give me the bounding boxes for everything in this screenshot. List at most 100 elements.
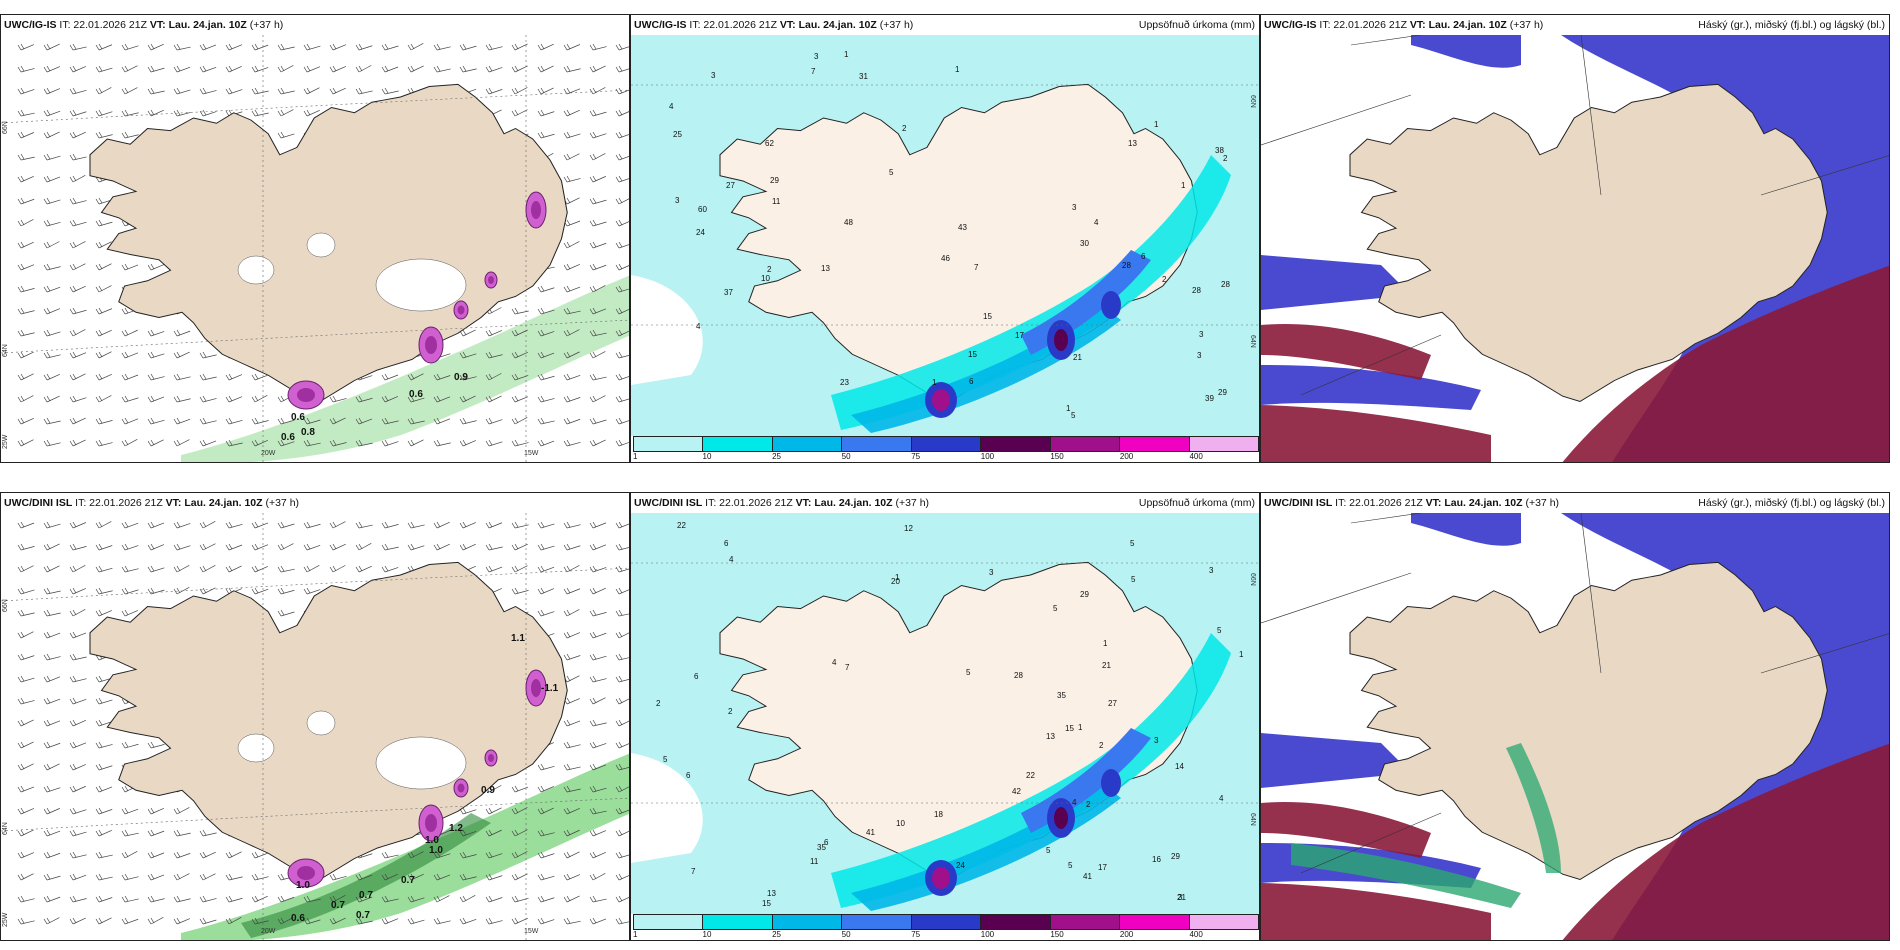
precip-value: 17 <box>1015 331 1024 340</box>
precip-value: 10 <box>896 819 905 828</box>
precip-value: 6 <box>824 838 829 847</box>
precip-value: 12 <box>904 524 913 533</box>
panel-title: Háský (gr.), miðský (fj.bl.) og lágský (… <box>1698 497 1885 509</box>
lat-label: 64N <box>1249 335 1256 348</box>
lon-label: 20W <box>261 928 276 935</box>
precip-value: 35 <box>817 843 826 852</box>
precip-value: 4 <box>832 658 837 667</box>
lat-label: 66N <box>1249 95 1256 108</box>
precip-value: 7 <box>691 867 696 876</box>
high-cloud-green-band <box>1291 843 1521 908</box>
iceland-coastline <box>1349 561 1828 881</box>
panel-clouds-igis: UWC/IG-IS IT: 22.01.2026 21Z VT: Lau. 24… <box>1260 14 1890 463</box>
model-name: UWC/DINI ISL <box>4 497 73 509</box>
precip-value: 28 <box>1122 261 1131 270</box>
precip-value: 60 <box>698 205 707 214</box>
gust-value: 1.0 <box>296 880 310 891</box>
precip-value: 1 <box>844 50 849 59</box>
colorbar-boxes <box>633 914 1259 930</box>
precip-value: 28 <box>1014 671 1023 680</box>
gust-value: 0.6 <box>281 432 295 443</box>
high-cloud-green-streak <box>1506 743 1561 873</box>
precip-value: 15 <box>762 899 771 908</box>
lat-label: 66N <box>2 121 9 134</box>
precip-value: 5 <box>1130 539 1135 548</box>
colorbar-tick: 200 <box>1119 452 1134 461</box>
colorbar-tick: 150 <box>1050 930 1064 939</box>
precip-value: 4 <box>1094 218 1099 227</box>
precip-value: 3 <box>1178 893 1183 902</box>
gust-value: 0.6 <box>291 913 305 924</box>
lon-label: 15W <box>524 450 539 457</box>
colorbar-tick: 10 <box>702 930 712 939</box>
colorbar-swatch <box>910 914 981 930</box>
precip-value: 48 <box>844 218 853 227</box>
dry-area <box>631 753 703 863</box>
valid-time-label: VT: <box>795 497 812 509</box>
colorbar-swatch <box>633 914 703 930</box>
precip-value: 15 <box>1065 724 1074 733</box>
graticule <box>1261 35 1889 396</box>
colorbar-swatch <box>841 914 911 930</box>
precip-value: 42 <box>1012 787 1021 796</box>
axis-labels: 20W 15W 66N 64N 25W <box>2 121 539 457</box>
precip-value: 3 <box>1209 566 1214 575</box>
graticule <box>1 513 629 940</box>
precip-value: 10 <box>761 274 770 283</box>
colorbar-swatch <box>1119 436 1189 452</box>
colorbar-swatch <box>1119 914 1189 930</box>
panel-header: UWC/DINI ISL IT: 22.01.2026 21Z VT: Lau.… <box>631 493 1259 513</box>
high-clouds <box>1261 743 1889 940</box>
colorbar-tick: 400 <box>1189 452 1203 461</box>
panel-header: UWC/IG-IS IT: 22.01.2026 21Z VT: Lau. 24… <box>631 15 1259 35</box>
colorbar-tick: 25 <box>772 930 782 939</box>
gust-value: 0.9 <box>481 785 495 796</box>
precip-value: 2 <box>1086 800 1091 809</box>
panel-precip-dini: UWC/DINI ISL IT: 22.01.2026 21Z VT: Lau.… <box>630 492 1260 941</box>
precip-value: 5 <box>663 755 668 764</box>
precip-value: 5 <box>1217 626 1222 635</box>
panel-header: UWC/DINI ISL IT: 22.01.2026 21Z VT: Lau.… <box>1261 493 1889 513</box>
init-time: IT: 22.01.2026 21Z <box>59 19 147 31</box>
precip-value: 1 <box>1154 120 1159 129</box>
gust-values: 0.9 0.6 0.8 0.6 0.6 <box>281 372 468 443</box>
precip-value: 3 <box>1199 330 1204 339</box>
precip-value: 2 <box>1223 154 1228 163</box>
gust-value: 0.7 <box>401 875 415 886</box>
gust-value: 0.8 <box>301 427 315 438</box>
model-name: UWC/DINI ISL <box>1264 497 1333 509</box>
precip-value: 6 <box>969 377 974 386</box>
model-name: UWC/IG-IS <box>1264 19 1317 31</box>
precip-value: 5 <box>889 168 894 177</box>
precip-value: 13 <box>1128 139 1137 148</box>
precip-value: 22 <box>677 521 686 530</box>
panel-title: Uppsöfnuð úrkoma (mm) <box>1138 497 1255 509</box>
high-clouds <box>1261 265 1889 462</box>
precip-value: 1 <box>895 573 900 582</box>
precip-value: 13 <box>767 889 776 898</box>
init-time: IT: 22.01.2026 21Z <box>1319 19 1407 31</box>
precip-value: 39 <box>1205 394 1214 403</box>
lead-time: (+37 h) <box>265 497 300 509</box>
precip-value: 27 <box>1108 699 1117 708</box>
panel-clouds-dini: UWC/DINI ISL IT: 22.01.2026 21Z VT: Lau.… <box>1260 492 1890 941</box>
model-name: UWC/IG-IS <box>634 19 687 31</box>
axis-labels: 66N 64N <box>1249 573 1256 826</box>
model-name: UWC/DINI ISL <box>634 497 703 509</box>
precip-value: 3 <box>1154 736 1159 745</box>
lat-label: 25W <box>2 434 9 449</box>
precip-value: 3 <box>675 196 680 205</box>
colorbar-swatch <box>1188 436 1259 452</box>
precip-value: 4 <box>729 555 734 564</box>
iceland-land <box>1349 83 1828 403</box>
precip-value: 5 <box>1131 575 1136 584</box>
heavy-precip-cells <box>287 669 547 888</box>
precip-colorbar: 1 10 25 50 75 100 150 200 400 <box>631 436 1259 462</box>
precip-value: 3 <box>1072 203 1077 212</box>
precip-value: 28 <box>1192 286 1201 295</box>
precip-value: 2 <box>902 124 907 133</box>
precip-value: 1 <box>932 378 937 387</box>
panel-title: Háský (gr.), miðský (fj.bl.) og lágský (… <box>1698 19 1885 31</box>
map-wind: 20W 15W 66N 64N 25W 1.1 -1.1 0.9 1.0 1.2 1.0 0.7 0.7… <box>1 513 629 940</box>
init-time: IT: 22.01.2026 21Z <box>689 19 777 31</box>
